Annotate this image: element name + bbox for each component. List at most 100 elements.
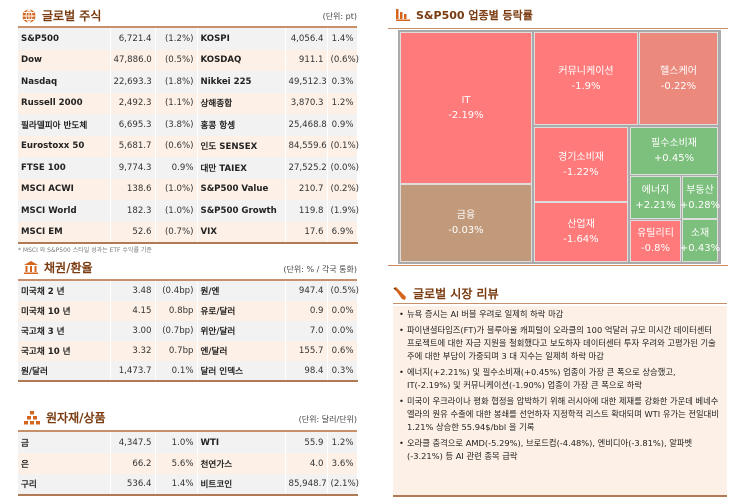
cell-value: 119.8 (285, 200, 328, 222)
section-title: 채권/환율 (44, 261, 93, 275)
cell-change: (2.1%) (327, 474, 359, 495)
cell-change: (3.8%) (155, 114, 198, 136)
cell-name: KOSDAQ (197, 49, 286, 71)
cell-change: 0.6% (327, 341, 358, 361)
cell-name: S&P500 Growth (197, 200, 286, 222)
cell-value: 22,693.3 (110, 71, 156, 93)
cell-change: (1.1%) (155, 92, 198, 114)
review-item: 에너지(+2.21%) 및 필수소비재(+0.45%) 업종이 가장 큰 폭으로… (399, 366, 721, 392)
sector-name: 부동산 (686, 184, 714, 196)
cell-change: 6.9% (327, 221, 358, 243)
sectors-title: S&P500 업종별 등락률 (396, 7, 533, 23)
cell-change: 5.6% (155, 453, 198, 474)
cell-name: 미국채 2 년 (18, 281, 111, 301)
cell-value: 49,512.3 (285, 71, 328, 93)
cell-name: 국고채 10 년 (18, 341, 111, 361)
table-row: Dow 47,886.0 (0.5%) KOSDAQ 911.1 (0.6%) (18, 49, 359, 71)
sector-name: 에너지 (641, 184, 670, 196)
cell-change: (1.0%) (155, 200, 198, 222)
cell-name: KOSPI (197, 28, 286, 50)
cell-name: 은 (18, 453, 111, 474)
cell-name: VIX (197, 221, 286, 243)
cell-value: 17.6 (285, 221, 328, 243)
treemap-cell: 경기소비재 -1.22% (534, 127, 628, 202)
sector-change: +0.28% (679, 199, 721, 211)
review-item: 미국이 우크라이나 평화 협정을 압박하기 위해 러시아에 대한 제재를 강화한… (399, 395, 721, 434)
cell-change: 3.6% (327, 453, 358, 474)
cell-change: 0.9% (155, 157, 198, 179)
sector-change: +2.21% (635, 199, 676, 211)
cell-value: 85,948.7 (285, 474, 328, 495)
cell-change: (0.6%) (155, 135, 198, 157)
treemap-cell: 커뮤니케이션 -1.9% (534, 32, 638, 125)
cell-name: 금 (18, 432, 111, 453)
cell-name: Dow (18, 49, 111, 71)
cell-change: 1.2% (327, 432, 358, 453)
cell-value: 3,870.3 (285, 92, 328, 114)
cell-name: 엔/달러 (197, 341, 286, 361)
cell-name: 원/달러 (18, 361, 111, 381)
cell-value: 4,056.4 (285, 28, 328, 50)
commodities-unit: (단위: 달러/단위) (298, 415, 357, 424)
cell-name: MSCI ACWI (18, 178, 111, 200)
divider (18, 430, 357, 432)
cell-value: 182.3 (110, 200, 156, 222)
sector-name: 금융 (456, 210, 476, 221)
cell-value: 155.7 (285, 341, 328, 361)
cell-change: 0.8bp (155, 301, 198, 321)
divider (388, 265, 728, 266)
bank-icon (24, 261, 38, 274)
sector-name: 산업재 (567, 219, 595, 230)
cell-value: 7.0 (285, 321, 328, 341)
cell-value: 4,347.5 (110, 432, 156, 453)
cell-name: Eurostoxx 50 (18, 135, 111, 157)
commodities-table: 금 4,347.5 1.0% WTI 55.9 1.2% 은 66.2 5.6% 천연가스 4.0 3… (18, 432, 359, 496)
cell-value: 536.4 (110, 474, 156, 495)
cell-value: 3.32 (110, 341, 156, 361)
cell-name: 상해종합 (197, 92, 286, 114)
table-row: S&P500 6,721.4 (1.2%) KOSPI 4,056.4 1.4% (18, 28, 358, 50)
table-row: 금 4,347.5 1.0% WTI 55.9 1.2% (18, 432, 358, 453)
cell-name: 대만 TAIEX (197, 157, 286, 179)
treemap-cell: 소재 +0.43% (680, 219, 720, 262)
table-row: 국고채 10 년 3.32 0.7bp 엔/달러 155.7 0.6% (18, 341, 358, 361)
cell-value: 0.9 (285, 301, 328, 321)
cell-name: S&P500 (18, 28, 111, 50)
sector-change: -1.9% (571, 80, 601, 92)
cell-value: 84,559.6 (285, 135, 328, 157)
cell-value: 47,886.0 (110, 49, 156, 71)
sector-change: -0.03% (448, 225, 484, 236)
sector-name: 경기소비재 (558, 151, 604, 163)
table-row: Nasdaq 22,693.3 (1.8%) Nikkei 225 49,512.3 0.… (18, 71, 358, 93)
review-title: 글로벌 시장 리뷰 (393, 285, 499, 302)
cell-change: 0.3% (327, 361, 358, 381)
cell-name: S&P500 Value (197, 178, 286, 200)
cell-name: 국고채 3 년 (18, 321, 111, 341)
table-row: 은 66.2 5.6% 천연가스 4.0 3.6% (18, 453, 358, 474)
cell-name: 달러 인덱스 (197, 361, 286, 381)
table-row: 원/달러 1,473.7 0.1% 달러 인덱스 98.4 0.3% (18, 361, 358, 381)
cell-name: 필라델피아 반도체 (18, 114, 111, 136)
cell-name: 원/엔 (197, 281, 286, 301)
table-row: MSCI ACWI 138.6 (1.0%) S&P500 Value 210.7 (0.… (18, 178, 359, 200)
stocks-title: 글로벌 주식 (22, 7, 101, 24)
table-row: 미국채 10 년 4.15 0.8bp 유로/달러 0.9 0.0% (18, 301, 358, 321)
sector-name: 필수소비재 (651, 138, 697, 149)
bar-chart-icon (396, 9, 410, 21)
cell-change: 1.4% (155, 474, 198, 495)
cell-change: (0.2%) (327, 178, 359, 200)
cell-value: 27,525.2 (285, 157, 328, 179)
cell-value: 6,721.4 (110, 28, 156, 50)
cell-change: 1.2% (327, 92, 358, 114)
review-item: 뉴욕 증시는 AI 버블 우려로 일제히 하락 마감 (399, 308, 721, 321)
cell-value: 911.1 (285, 49, 328, 71)
sector-change: -1.64% (563, 234, 599, 245)
table-row: Eurostoxx 50 5,681.7 (0.6%) 인도 SENSEX 84,559… (18, 135, 359, 157)
cell-change: (0.7bp) (155, 321, 198, 341)
table-row: 미국채 2 년 3.48 (0.4bp) 원/엔 947.4 (0.5%) (18, 281, 359, 301)
cell-change: 0.0% (327, 321, 358, 341)
bonds-unit: (단위: % / 각국 통화) (283, 265, 357, 274)
table-row: FTSE 100 9,774.3 0.9% 대만 TAIEX 27,525.2 (0.0%… (18, 157, 359, 179)
divider (388, 28, 728, 29)
cell-value: 3.48 (110, 281, 156, 301)
